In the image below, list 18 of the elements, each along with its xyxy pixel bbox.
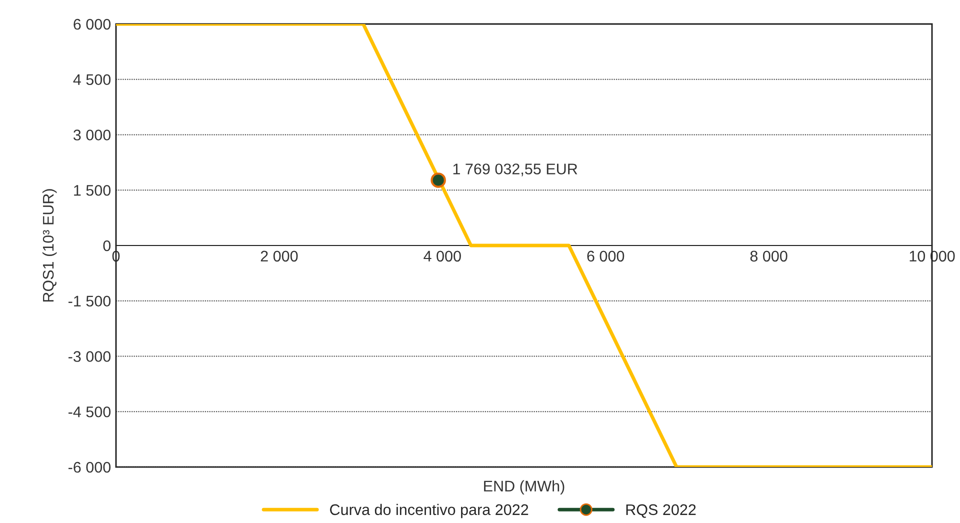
y-tick-label: 6 000 — [74, 18, 111, 30]
y-tick-label: 4 500 — [73, 74, 111, 86]
x-tick-label: 2 000 — [260, 250, 298, 262]
x-tick-label: 6 000 — [587, 250, 624, 262]
annotation: 1 769 032,55 EUR — [453, 164, 578, 176]
x-tick-label: 8 000 — [750, 250, 788, 262]
y-tick-label: -4 500 — [68, 406, 111, 418]
y-axis-title: RQS1 (10³ EUR) — [42, 189, 57, 302]
y-tick-label: 1 500 — [74, 184, 111, 196]
x-axis-title: END (MWh) — [484, 480, 564, 495]
legend-label: Curva do incentivo para 2022 — [330, 504, 528, 518]
y-tick-label: -1 500 — [68, 296, 111, 307]
y-tick-label: 0 — [103, 240, 111, 252]
legend-label: RQS 2022 — [626, 504, 696, 518]
y-tick-label: -6 000 — [68, 462, 111, 473]
y-tick-label: 3 000 — [73, 130, 111, 140]
x-tick-label: 4 000 — [424, 250, 461, 262]
y-tick-label: -3 000 — [68, 351, 111, 362]
